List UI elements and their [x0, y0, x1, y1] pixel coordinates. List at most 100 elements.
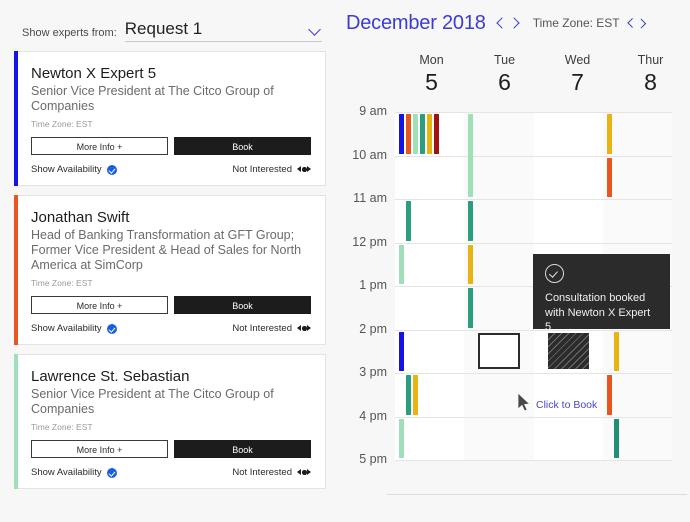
availability-event-bar[interactable] [420, 114, 425, 154]
grid-bottom-rule [387, 494, 687, 495]
check-circle-icon [106, 323, 117, 334]
check-circle-icon [106, 467, 117, 478]
request-select[interactable]: Request 1 [124, 19, 322, 42]
expert-card[interactable]: Newton X Expert 5 Senior Vice President … [14, 51, 326, 186]
availability-event-bar[interactable] [468, 288, 474, 328]
chevron-left-icon[interactable] [496, 17, 505, 29]
check-circle-icon [545, 264, 564, 283]
chevron-down-icon [308, 24, 322, 36]
availability-event-bar[interactable] [606, 375, 612, 415]
time-label: 1 pm [359, 278, 387, 292]
availability-event-bar[interactable] [399, 418, 404, 458]
not-interested-action[interactable]: Not Interested [232, 323, 311, 334]
time-label: 2 pm [359, 321, 387, 336]
more-info-button[interactable]: More Info + [31, 137, 168, 155]
card-actions: More Info + Book [31, 440, 311, 458]
time-axis: 9 am 10 am 11 am 12 pm 1 pm 2 pm 3 pm 4 pm 5 pm [340, 104, 395, 502]
show-availability-toggle[interactable]: Show Availability [31, 323, 117, 334]
availability-event-bar[interactable] [606, 157, 612, 197]
day-header: Thur 8 [614, 52, 687, 107]
expert-name: Jonathan Swift [31, 209, 130, 226]
expert-title: Senior Vice President at The Citco Group… [31, 387, 274, 416]
availability-event-bar[interactable] [613, 418, 619, 458]
calendar-header: December 2018 Time Zone: EST [346, 10, 645, 36]
click-to-book-label[interactable]: Click to Book [536, 399, 598, 411]
expert-timezone: Time Zone: EST [31, 119, 93, 129]
hour-gridline [395, 373, 672, 374]
expert-card[interactable]: Jonathan Swift Head of Banking Transform… [14, 195, 326, 345]
not-interested-icon [297, 166, 311, 174]
availability-event-bar[interactable] [406, 114, 411, 154]
show-availability-label: Show Availability [31, 323, 102, 334]
more-info-button[interactable]: More Info + [31, 296, 168, 314]
expert-timezone: Time Zone: EST [31, 278, 93, 288]
book-button[interactable]: Book [174, 296, 311, 314]
availability-event-bar[interactable] [406, 375, 411, 415]
calendar-panel: December 2018 Time Zone: EST Mon 5 Tue 6… [340, 0, 690, 522]
availability-event-bar[interactable] [413, 114, 418, 154]
not-interested-label: Not Interested [232, 323, 292, 334]
day-number: 6 [498, 69, 511, 95]
calendar-month-title: December 2018 [346, 11, 486, 34]
day-name: Thur [637, 53, 664, 67]
card-footer: Show Availability Not Interested [31, 164, 311, 175]
chevron-right-icon[interactable] [510, 17, 519, 29]
expert-card[interactable]: Lawrence St. Sebastian Senior Vice Presi… [14, 354, 326, 489]
book-button[interactable]: Book [174, 440, 311, 458]
day-headers: Mon 5 Tue 6 Wed 7 Thur 8 [395, 52, 687, 107]
experts-panel: Show experts from: Request 1 Newton X Ex… [0, 0, 340, 522]
card-accent-bar [14, 195, 18, 345]
time-label: 3 pm [359, 365, 387, 379]
chevron-right-icon[interactable] [638, 18, 645, 28]
availability-event-bar[interactable] [406, 201, 411, 241]
mouse-pointer-icon [518, 393, 531, 412]
show-availability-toggle[interactable]: Show Availability [31, 467, 117, 478]
book-button[interactable]: Book [174, 137, 311, 155]
booking-confirmation-tooltip: Consultation booked with Newton X Expert… [533, 254, 670, 333]
day-name: Mon [419, 53, 444, 67]
hour-gridline [395, 112, 672, 113]
calendar-grid-wrapper: 9 am 10 am 11 am 12 pm 1 pm 2 pm 3 pm 4 pm 5 pm … [340, 104, 690, 502]
not-interested-action[interactable]: Not Interested [232, 467, 311, 478]
hour-gridline [395, 199, 672, 200]
hour-gridline [395, 416, 672, 418]
availability-event-bar[interactable] [606, 114, 612, 154]
expert-title: Senior Vice President at The Citco Group… [31, 84, 274, 113]
not-interested-label: Not Interested [232, 164, 292, 175]
day-name: Wed [564, 53, 591, 67]
more-info-button[interactable]: More Info + [31, 440, 168, 458]
selected-timeslot[interactable] [478, 332, 520, 369]
availability-event-bar[interactable] [399, 331, 404, 371]
availability-event-bar[interactable] [434, 114, 439, 154]
show-availability-label: Show Availability [31, 164, 102, 175]
time-label: 12 pm [352, 234, 387, 249]
show-availability-toggle[interactable]: Show Availability [31, 164, 117, 175]
expert-timezone: Time Zone: EST [31, 422, 93, 432]
availability-event-bar[interactable] [413, 375, 418, 415]
availability-event-bar[interactable] [399, 114, 404, 154]
hour-gridline [395, 329, 672, 331]
availability-event-bar[interactable] [427, 114, 432, 154]
chevron-left-icon[interactable] [627, 18, 634, 28]
timezone-label: Time Zone: EST [532, 16, 620, 30]
expert-name: Lawrence St. Sebastian [31, 368, 190, 385]
day-header: Wed 7 [541, 52, 614, 107]
month-nav [496, 17, 519, 29]
hour-gridline [395, 460, 672, 461]
not-interested-action[interactable]: Not Interested [232, 164, 311, 175]
time-label: 11 am [353, 191, 387, 205]
availability-event-bar[interactable] [613, 331, 619, 371]
time-label: 5 pm [359, 452, 387, 466]
availability-event-bar[interactable] [468, 114, 474, 197]
card-accent-bar [14, 51, 18, 186]
availability-event-bar[interactable] [468, 244, 474, 284]
time-label: 4 pm [359, 408, 387, 423]
availability-event-bar[interactable] [399, 244, 404, 284]
check-circle-icon [106, 164, 117, 175]
tooltip-line-1: Consultation booked [545, 292, 646, 304]
expert-card-list: Newton X Expert 5 Senior Vice President … [14, 51, 326, 498]
day-number: 8 [644, 69, 657, 95]
availability-event-bar[interactable] [468, 201, 474, 241]
hour-gridline [395, 155, 672, 157]
time-label: 10 am [352, 147, 387, 162]
